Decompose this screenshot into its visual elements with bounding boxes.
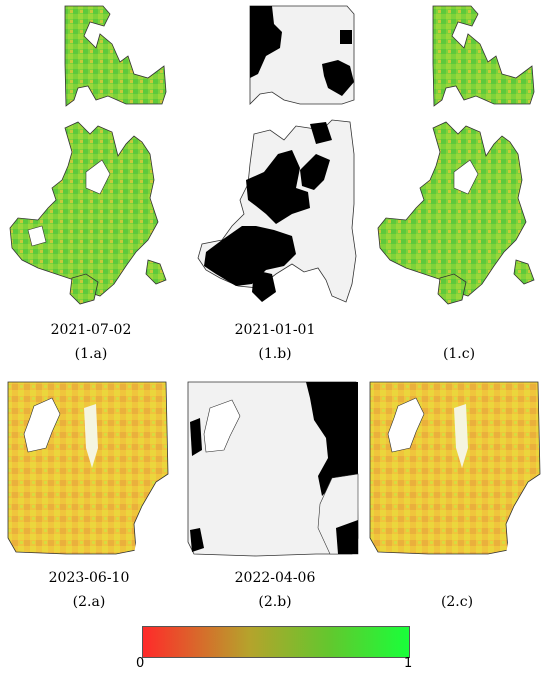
panel-2c-label: (2.c) bbox=[440, 594, 474, 610]
panel-1a-image bbox=[8, 4, 168, 305]
panel-2a-image bbox=[6, 378, 170, 558]
panel-1b-image bbox=[192, 4, 362, 304]
colorbar-min-label: 0 bbox=[136, 656, 145, 671]
panel-2b-date: 2022-04-06 bbox=[234, 570, 316, 586]
panel-2b-image bbox=[186, 378, 362, 558]
panel-2c-image bbox=[368, 378, 544, 558]
panel-1b-date: 2021-01-01 bbox=[234, 322, 316, 338]
panel-1c-image bbox=[376, 4, 544, 305]
panel-1b-label: (1.b) bbox=[258, 346, 292, 362]
panel-1a-date: 2021-07-02 bbox=[50, 322, 132, 338]
panel-2a-label: (2.a) bbox=[72, 594, 106, 610]
colorbar bbox=[142, 626, 410, 658]
panel-2b-label: (2.b) bbox=[258, 594, 292, 610]
colorbar-max-label: 1 bbox=[404, 656, 413, 671]
panel-1a-label: (1.a) bbox=[74, 346, 108, 362]
panel-1c-label: (1.c) bbox=[442, 346, 476, 362]
panel-2a-date: 2023-06-10 bbox=[48, 570, 130, 586]
